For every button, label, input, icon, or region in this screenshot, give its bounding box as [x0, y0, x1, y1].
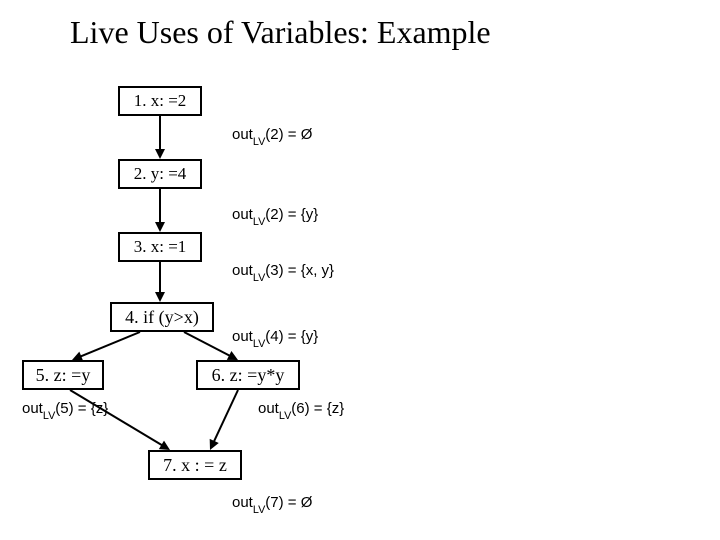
annotation-out-lv-3: outLV(3) = {x, y}: [232, 262, 334, 282]
annotation-out-lv-5: outLV(5) = {z}: [22, 400, 108, 420]
ann-post: (2) = {y}: [265, 206, 318, 223]
ann-post: (4) = {y}: [265, 328, 318, 345]
annotation-out-lv-4: outLV(4) = {y}: [232, 328, 318, 348]
node-2: 2. y: =4: [118, 159, 202, 189]
ann-post: (3) = {x, y}: [265, 262, 334, 279]
annotation-out-lv-7: outLV(7) = Ø: [232, 494, 312, 514]
ann-sub: LV: [253, 338, 265, 350]
annotation-out-lv-2a: outLV(2) = Ø: [232, 126, 312, 146]
ann-pre: out: [232, 262, 253, 279]
node-7: 7. x : = z: [148, 450, 242, 480]
ann-post: (5) = {z}: [55, 400, 108, 417]
node-5-label: 5. z: =y: [36, 365, 91, 386]
annotation-out-lv-6: outLV(6) = {z}: [258, 400, 344, 420]
ann-sub: LV: [43, 410, 55, 422]
page-title: Live Uses of Variables: Example: [70, 14, 491, 51]
node-3-label: 3. x: =1: [134, 237, 187, 257]
edge-layer: [0, 0, 720, 540]
annotation-out-lv-2b: outLV(2) = {y}: [232, 206, 318, 226]
ann-sub: LV: [279, 410, 291, 422]
ann-post: (6) = {z}: [291, 400, 344, 417]
ann-sub: LV: [253, 272, 265, 284]
node-6: 6. z: =y*y: [196, 360, 300, 390]
ann-sub: LV: [253, 136, 265, 148]
diagram-canvas: Live Uses of Variables: Example 1. x: =2…: [0, 0, 720, 540]
ann-sub: LV: [253, 504, 265, 516]
node-1: 1. x: =2: [118, 86, 202, 116]
node-5: 5. z: =y: [22, 360, 104, 390]
node-2-label: 2. y: =4: [134, 164, 187, 184]
node-7-label: 7. x : = z: [163, 455, 227, 476]
ann-post: (2) = Ø: [265, 126, 312, 143]
ann-pre: out: [232, 206, 253, 223]
node-4-label: 4. if (y>x): [125, 307, 199, 328]
node-4: 4. if (y>x): [110, 302, 214, 332]
ann-pre: out: [232, 126, 253, 143]
ann-sub: LV: [253, 216, 265, 228]
node-3: 3. x: =1: [118, 232, 202, 262]
ann-pre: out: [232, 328, 253, 345]
ann-post: (7) = Ø: [265, 494, 312, 511]
node-1-label: 1. x: =2: [134, 91, 187, 111]
ann-pre: out: [258, 400, 279, 417]
ann-pre: out: [22, 400, 43, 417]
ann-pre: out: [232, 494, 253, 511]
node-6-label: 6. z: =y*y: [212, 365, 285, 386]
